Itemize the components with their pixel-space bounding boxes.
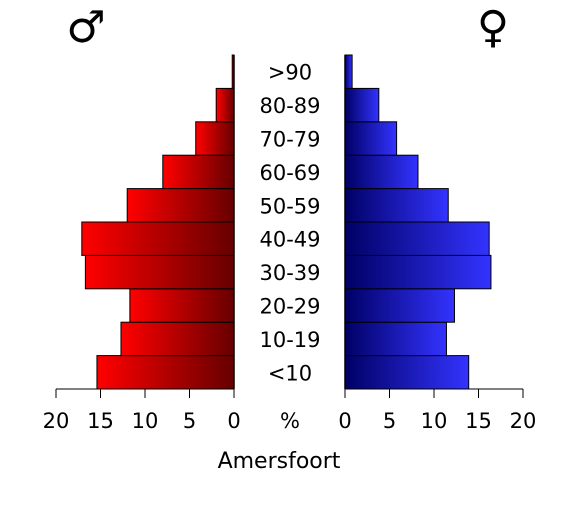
male-bars [81, 54, 235, 390]
female-bar-0 [344, 355, 470, 390]
male-bar-1 [120, 321, 235, 357]
age-label: 50-59 [259, 194, 320, 218]
x-tick-label: 5 [383, 409, 396, 433]
age-label: 10-19 [259, 328, 320, 352]
female-bar-3 [344, 254, 492, 290]
female-bars [344, 54, 492, 390]
female-bar-6 [344, 154, 419, 190]
female-bar-1 [344, 321, 447, 357]
female-bar-2 [344, 288, 455, 323]
female-bar-4 [344, 221, 490, 256]
x-tick-label: 10 [421, 409, 448, 433]
age-label: 60-69 [259, 161, 320, 185]
male-bar-6 [162, 154, 235, 190]
age-label: 80-89 [259, 94, 320, 118]
age-label: 30-39 [259, 261, 320, 285]
age-label: 20-29 [259, 295, 320, 319]
x-tick-label: 15 [465, 409, 492, 433]
female-bar-7 [344, 121, 398, 156]
male-bar-7 [195, 121, 235, 156]
male-bar-5 [126, 188, 235, 223]
age-label: <10 [268, 361, 312, 385]
x-tick-label: 20 [510, 409, 537, 433]
x-tick-label: 5 [183, 409, 196, 433]
female-bar-8 [344, 87, 380, 123]
x-axis-title: Amersfoort [218, 449, 341, 474]
male-bar-2 [129, 288, 235, 323]
age-label: 70-79 [259, 128, 320, 152]
age-labels: <10 10-19 20-29 30-39 40-49 50-59 60-69 70-79 80… [259, 61, 320, 386]
male-bar-3 [84, 254, 235, 290]
x-tick-label: % [280, 409, 300, 433]
x-tick-label: 10 [132, 409, 159, 433]
male-symbol: ♂ [66, 2, 105, 53]
male-bar-4 [81, 221, 235, 256]
male-bar-0 [96, 355, 235, 390]
female-bar-5 [344, 188, 449, 223]
x-tick-label: 15 [87, 409, 114, 433]
x-axes: 20 15 10 5 0% 0 5 10 15 20 [43, 55, 537, 433]
female-bar-9 [344, 54, 353, 89]
female-symbol: ♀ [477, 2, 509, 53]
male-bar-8 [215, 87, 235, 123]
age-label: >90 [268, 61, 312, 85]
age-label: 40-49 [259, 228, 320, 252]
x-tick-label: 0 [227, 409, 240, 433]
x-tick-label: 0 [338, 409, 351, 433]
x-tick-label: 20 [43, 409, 70, 433]
